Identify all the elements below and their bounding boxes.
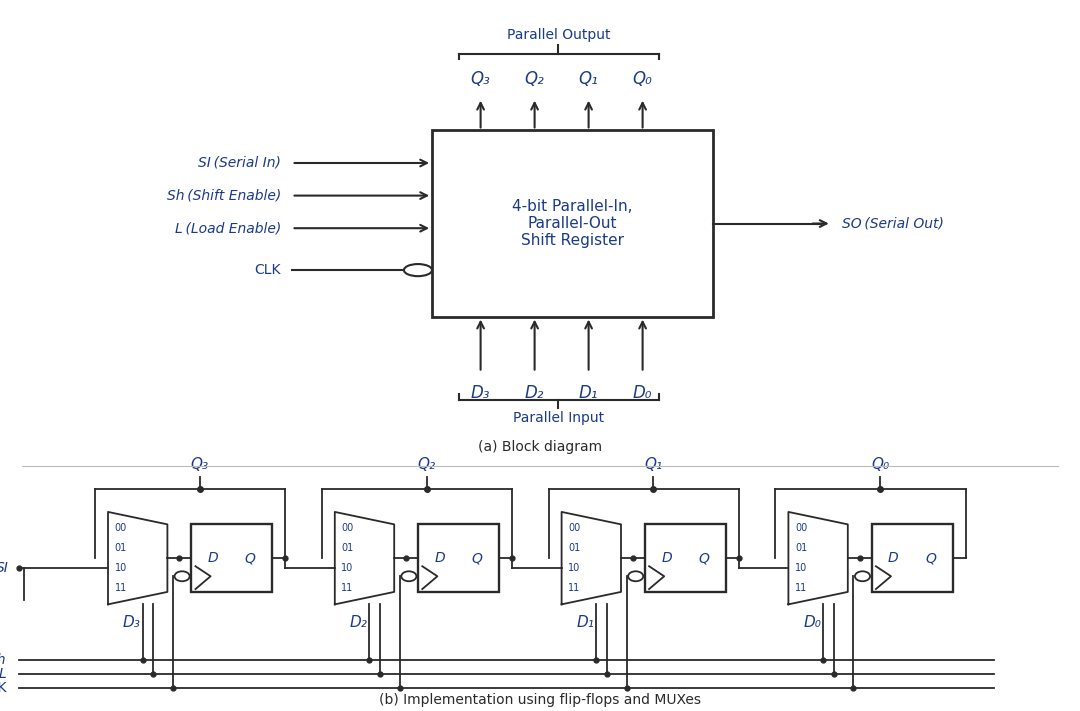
Text: D: D	[661, 551, 672, 565]
Text: 4-bit Parallel-In,
Parallel-Out
Shift Register: 4-bit Parallel-In, Parallel-Out Shift Re…	[512, 198, 633, 248]
Text: SI (Serial In): SI (Serial In)	[198, 156, 281, 170]
Text: 10: 10	[568, 563, 580, 573]
Text: 00: 00	[568, 523, 580, 533]
Text: Q₁: Q₁	[579, 70, 598, 88]
Text: Q₂: Q₂	[525, 70, 544, 88]
Text: CLK: CLK	[254, 263, 281, 277]
Text: SO (Serial Out): SO (Serial Out)	[842, 217, 944, 230]
Text: (b) Implementation using flip-flops and MUXes: (b) Implementation using flip-flops and …	[379, 693, 701, 707]
Polygon shape	[788, 512, 848, 604]
Text: Parallel Output: Parallel Output	[507, 28, 610, 42]
Text: D₂: D₂	[525, 384, 544, 402]
Text: 00: 00	[341, 523, 353, 533]
Text: Q: Q	[699, 551, 710, 565]
Text: 10: 10	[341, 563, 353, 573]
Text: 11: 11	[341, 583, 353, 593]
Text: 10: 10	[114, 563, 126, 573]
Circle shape	[629, 572, 644, 582]
Text: Q₀: Q₀	[872, 457, 889, 473]
Text: SI: SI	[0, 561, 9, 575]
Bar	[645, 525, 726, 592]
Circle shape	[175, 572, 190, 582]
Text: Q: Q	[472, 551, 483, 565]
Text: D₃: D₃	[471, 384, 490, 402]
Text: 11: 11	[795, 583, 807, 593]
Bar	[418, 525, 499, 592]
Text: 10: 10	[795, 563, 807, 573]
Circle shape	[404, 264, 432, 276]
Text: Sh: Sh	[0, 653, 6, 667]
Text: L (Load Enable): L (Load Enable)	[175, 221, 281, 235]
Bar	[191, 525, 272, 592]
Text: D₀: D₀	[633, 384, 652, 402]
Bar	[432, 130, 713, 316]
Text: Q: Q	[926, 551, 936, 565]
Text: Q₀: Q₀	[633, 70, 652, 88]
Polygon shape	[335, 512, 394, 604]
Text: Q₁: Q₁	[645, 457, 662, 473]
Text: 00: 00	[114, 523, 126, 533]
Circle shape	[855, 572, 870, 582]
Text: 01: 01	[114, 543, 126, 553]
Text: D₂: D₂	[350, 615, 367, 630]
Text: 01: 01	[568, 543, 580, 553]
Text: 00: 00	[795, 523, 807, 533]
Text: Q₃: Q₃	[191, 457, 208, 473]
Text: D₃: D₃	[123, 615, 140, 630]
Text: 01: 01	[341, 543, 353, 553]
Text: D₀: D₀	[804, 615, 821, 630]
Bar	[872, 525, 953, 592]
Text: D₁: D₁	[577, 615, 594, 630]
Text: 01: 01	[795, 543, 807, 553]
Text: CLK: CLK	[0, 681, 6, 695]
Text: 11: 11	[568, 583, 580, 593]
Text: Q₃: Q₃	[471, 70, 490, 88]
Text: Q: Q	[245, 551, 256, 565]
Text: D: D	[434, 551, 445, 565]
Text: Sh (Shift Enable): Sh (Shift Enable)	[166, 188, 281, 203]
Text: Parallel Input: Parallel Input	[513, 411, 604, 425]
Polygon shape	[562, 512, 621, 604]
Polygon shape	[108, 512, 167, 604]
Text: D: D	[207, 551, 218, 565]
Circle shape	[402, 572, 417, 582]
Text: D: D	[888, 551, 899, 565]
Text: Q₂: Q₂	[418, 457, 435, 473]
Text: D₁: D₁	[579, 384, 598, 402]
Text: 11: 11	[114, 583, 126, 593]
Text: (a) Block diagram: (a) Block diagram	[478, 440, 602, 454]
Text: L: L	[0, 667, 6, 681]
